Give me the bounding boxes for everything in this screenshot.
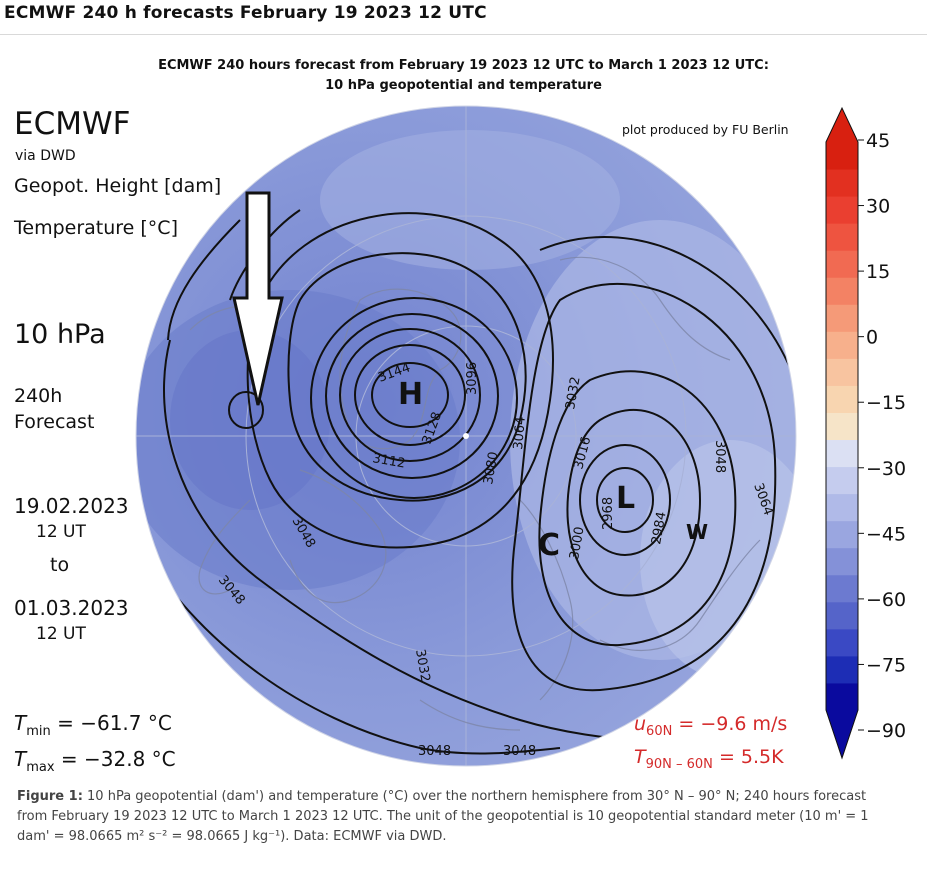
valid-date: 01.03.2023 [14, 596, 129, 620]
valid-time: 12 UT [36, 624, 86, 644]
colorbar-tick-label: −45 [866, 523, 906, 545]
tmin-readout: Tmin = −61.7 °C [14, 711, 172, 739]
colorbar-tick-label: −60 [866, 589, 906, 611]
colorbar-bottom-extension [826, 710, 858, 758]
forecast-word: Forecast [14, 411, 95, 433]
north-pole-marker [463, 433, 469, 439]
colorbar-segment [826, 142, 858, 170]
contour-label: 3048 [503, 744, 536, 759]
warm-sector-core [640, 440, 796, 680]
u60n-readout: u60N = −9.6 m/s [634, 713, 788, 739]
contour-label: 3000 [567, 525, 588, 560]
colorbar-segment [826, 412, 858, 441]
contour-label: 3080 [481, 450, 502, 485]
map-border [135, 105, 797, 767]
contour-labels: 3144 3112 3128 3096 3080 3064 3048 3032 … [215, 360, 776, 759]
high-pressure-label: H [398, 377, 423, 412]
colorbar-segment [826, 466, 858, 495]
init-time: 12 UT [36, 522, 86, 542]
contour-label: 3048 [418, 744, 451, 759]
low-pressure-label: L [616, 481, 635, 516]
colorbar-tick-label: 45 [866, 130, 890, 152]
colorbar-segment [826, 547, 858, 576]
northern-warm-band [320, 130, 620, 270]
colorbar-tick-label: −90 [866, 720, 906, 742]
contour-label: 3064 [511, 416, 529, 450]
colorbar: 45 30 15 0 −15 −30 −45 −60 −75 −90 [825, 106, 906, 760]
colorbar-segment [826, 223, 858, 251]
colorbar-segment [826, 358, 858, 386]
pressure-level: 10 hPa [14, 319, 106, 350]
map-disc: 3144 3112 3128 3096 3080 3064 3048 3032 … [136, 106, 796, 766]
model-name: ECMWF [14, 106, 131, 142]
warm-center-label: W [686, 520, 708, 544]
temperature-legend-label: Temperature [°C] [14, 217, 178, 239]
caption-text: 10 hPa geopotential (dam') and temperatu… [17, 789, 869, 844]
figure-title: ECMWF 240 hours forecast from February 1… [0, 56, 927, 96]
geopotential-contours [149, 209, 796, 755]
forecast-hours: 240h [14, 385, 63, 407]
contour-label: 3112 [371, 451, 406, 472]
to-word: to [50, 554, 70, 576]
colorbar-segment [826, 601, 858, 630]
figure-title-line2: 10 hPa geopotential and temperature [325, 78, 602, 93]
colorbar-segment [826, 169, 858, 197]
colorbar-segment [826, 520, 858, 549]
cold-center-label: C [538, 528, 560, 563]
contour-label: 2968 [601, 497, 616, 530]
contour-label: 3032 [412, 648, 433, 683]
init-date: 19.02.2023 [14, 494, 129, 518]
geopotential-legend-label: Geopot. Height [dam] [14, 175, 222, 197]
colorbar-segment [826, 277, 858, 305]
colorbar-outline [825, 106, 859, 760]
cold-pool [170, 330, 330, 510]
colorbar-segment [826, 304, 858, 332]
colorbar-segment [826, 331, 858, 359]
colorbar-tick-label: −30 [866, 458, 906, 480]
colorbar-segment [826, 655, 858, 684]
colorbar-tick-label: 15 [866, 261, 890, 283]
colorbar-segment [826, 250, 858, 278]
produced-by-note: plot produced by FU Berlin [622, 122, 789, 137]
contour-label: 3048 [712, 440, 727, 473]
colorbar-segment [826, 385, 858, 413]
colorbar-segment [826, 493, 858, 522]
tmax-readout: Tmax = −32.8 °C [14, 747, 176, 775]
figure-caption: Figure 1: 10 hPa geopotential (dam') and… [17, 787, 897, 847]
contour-label: 2984 [649, 510, 670, 545]
contour-label: 3032 [563, 375, 584, 410]
title-divider [0, 34, 927, 35]
page-title: ECMWF 240 h forecasts February 19 2023 1… [4, 3, 487, 23]
colorbar-top-extension [826, 108, 858, 142]
colorbar-segment [826, 574, 858, 603]
colorbar-segment [826, 682, 858, 711]
colorbar-tick-label: 0 [866, 327, 878, 349]
colorbar-segment [826, 439, 858, 468]
colorbar-segment [826, 196, 858, 224]
data-provider: via DWD [15, 148, 76, 164]
colorbar-tick-label: 30 [866, 196, 890, 218]
colorbar-tick-label: −75 [866, 654, 906, 676]
caption-label: Figure 1: [17, 789, 83, 804]
colorbar-tick-label: −15 [866, 392, 906, 414]
t90n-60n-readout: T90N – 60N = 5.5K [634, 746, 784, 772]
colorbar-segment [826, 628, 858, 657]
contour-label: 3096 [465, 362, 480, 395]
figure-title-line1: ECMWF 240 hours forecast from February 1… [158, 58, 769, 73]
annotation-arrow-icon [232, 191, 284, 406]
